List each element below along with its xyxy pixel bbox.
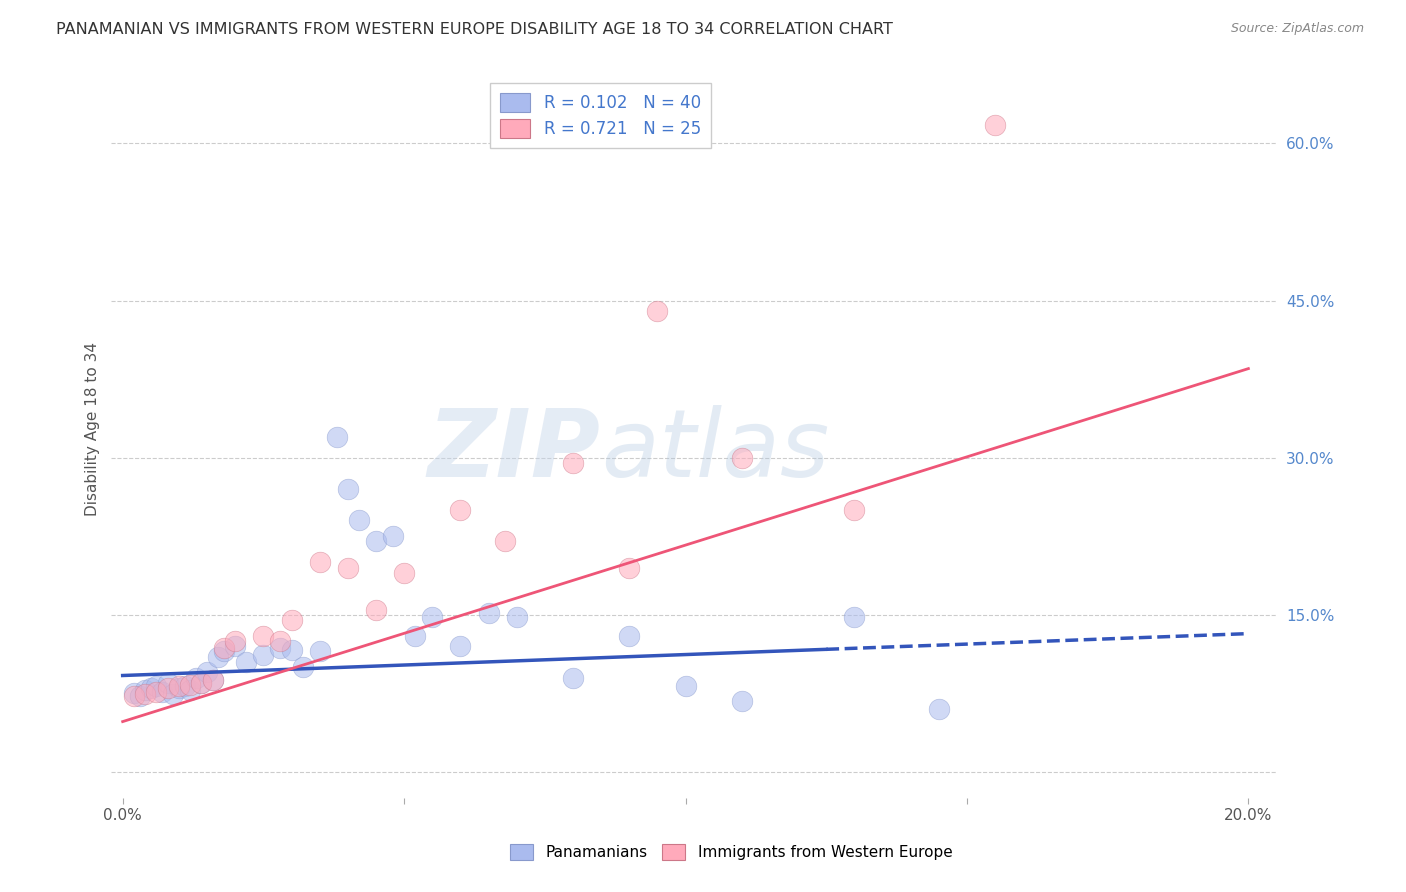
Panamanians xyxy=(162,687,184,701)
Text: Source: ZipAtlas.com: Source: ZipAtlas.com xyxy=(1230,22,1364,36)
Panamanians xyxy=(150,685,173,699)
Panamanians xyxy=(449,639,471,653)
Panamanians xyxy=(619,629,641,643)
Immigrants from Western Europe xyxy=(844,503,866,517)
Panamanians xyxy=(145,679,167,693)
Panamanians xyxy=(134,683,156,698)
Text: atlas: atlas xyxy=(600,406,830,497)
Panamanians xyxy=(179,683,201,698)
Immigrants from Western Europe xyxy=(224,634,246,648)
Immigrants from Western Europe xyxy=(134,687,156,701)
Panamanians xyxy=(269,641,291,656)
Panamanians xyxy=(336,482,359,496)
Immigrants from Western Europe xyxy=(201,673,224,687)
Immigrants from Western Europe xyxy=(619,560,641,574)
Panamanians xyxy=(201,673,224,687)
Panamanians xyxy=(505,610,527,624)
Immigrants from Western Europe xyxy=(269,634,291,648)
Panamanians xyxy=(224,639,246,653)
Panamanians xyxy=(252,648,274,662)
Immigrants from Western Europe xyxy=(984,118,1007,132)
Immigrants from Western Europe xyxy=(647,304,669,318)
Panamanians xyxy=(195,665,218,680)
Panamanians xyxy=(207,649,229,664)
Panamanians xyxy=(731,693,754,707)
Panamanians xyxy=(184,671,207,685)
Immigrants from Western Europe xyxy=(122,690,145,704)
Immigrants from Western Europe xyxy=(562,456,585,470)
Immigrants from Western Europe xyxy=(449,503,471,517)
Panamanians xyxy=(308,644,330,658)
Y-axis label: Disability Age 18 to 34: Disability Age 18 to 34 xyxy=(86,342,100,516)
Immigrants from Western Europe xyxy=(190,676,212,690)
Immigrants from Western Europe xyxy=(212,641,235,656)
Panamanians xyxy=(190,676,212,690)
Immigrants from Western Europe xyxy=(336,560,359,574)
Legend: R = 0.102   N = 40, R = 0.721   N = 25: R = 0.102 N = 40, R = 0.721 N = 25 xyxy=(491,83,711,148)
Panamanians xyxy=(122,686,145,700)
Panamanians xyxy=(325,430,347,444)
Panamanians xyxy=(128,690,150,704)
Panamanians xyxy=(477,606,499,620)
Panamanians xyxy=(420,610,443,624)
Immigrants from Western Europe xyxy=(308,555,330,569)
Panamanians xyxy=(928,702,950,716)
Immigrants from Western Europe xyxy=(731,450,754,465)
Panamanians xyxy=(291,660,314,674)
Immigrants from Western Europe xyxy=(167,679,190,693)
Panamanians xyxy=(381,529,404,543)
Immigrants from Western Europe xyxy=(145,685,167,699)
Panamanians xyxy=(675,679,697,693)
Immigrants from Western Europe xyxy=(392,566,415,580)
Immigrants from Western Europe xyxy=(364,602,387,616)
Immigrants from Western Europe xyxy=(179,678,201,692)
Legend: Panamanians, Immigrants from Western Europe: Panamanians, Immigrants from Western Eur… xyxy=(503,838,959,866)
Panamanians xyxy=(562,671,585,685)
Immigrants from Western Europe xyxy=(280,613,302,627)
Panamanians xyxy=(173,679,195,693)
Panamanians xyxy=(404,629,426,643)
Panamanians xyxy=(347,514,370,528)
Text: ZIP: ZIP xyxy=(427,405,600,497)
Panamanians xyxy=(235,655,257,669)
Immigrants from Western Europe xyxy=(494,534,516,549)
Text: PANAMANIAN VS IMMIGRANTS FROM WESTERN EUROPE DISABILITY AGE 18 TO 34 CORRELATION: PANAMANIAN VS IMMIGRANTS FROM WESTERN EU… xyxy=(56,22,893,37)
Immigrants from Western Europe xyxy=(252,629,274,643)
Panamanians xyxy=(212,644,235,658)
Panamanians xyxy=(139,681,162,695)
Panamanians xyxy=(364,534,387,549)
Immigrants from Western Europe xyxy=(156,681,179,695)
Panamanians xyxy=(844,610,866,624)
Panamanians xyxy=(156,676,179,690)
Panamanians xyxy=(167,681,190,695)
Panamanians xyxy=(280,643,302,657)
